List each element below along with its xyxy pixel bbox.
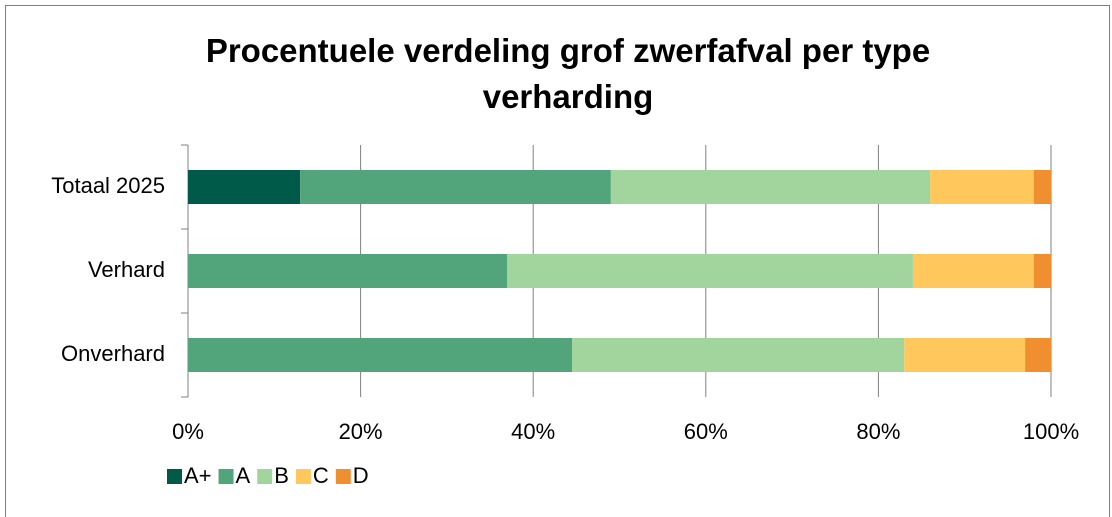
bar-segment	[1033, 170, 1051, 204]
legend-swatch	[295, 469, 311, 484]
y-tick-label: Onverhard	[61, 341, 165, 366]
bar-segment	[912, 254, 1034, 288]
legend-label: D	[353, 463, 369, 488]
y-tick-label: Totaal 2025	[51, 173, 165, 198]
legend-swatch	[257, 469, 273, 484]
bar-segment	[1033, 254, 1051, 288]
legend-label: B	[274, 463, 289, 488]
bar-segment	[507, 254, 913, 288]
bar-segment	[188, 338, 573, 372]
x-tick-label: 40%	[511, 419, 555, 444]
y-tick-label: Verhard	[88, 257, 165, 282]
legend-label: C	[313, 463, 329, 488]
bar-segment	[1025, 338, 1051, 372]
bar-segment	[610, 170, 931, 204]
bar-segment	[904, 338, 1026, 372]
bar-segment	[188, 170, 301, 204]
x-tick-label: 20%	[339, 419, 383, 444]
bar-segment	[930, 170, 1034, 204]
legend-swatch	[167, 469, 182, 484]
x-tick-label: 0%	[172, 419, 204, 444]
bar-segment	[188, 254, 508, 288]
x-tick-label: 100%	[1023, 419, 1079, 444]
x-tick-label: 60%	[684, 419, 728, 444]
x-tick-label: 80%	[856, 419, 900, 444]
legend-swatch	[335, 469, 351, 484]
chart-frame	[5, 5, 1110, 517]
chart-title: Procentuele verdeling grof zwerfafval pe…	[205, 32, 931, 115]
legend-label: A+	[184, 463, 212, 488]
bar-segment	[300, 170, 611, 204]
legend-swatch	[218, 469, 234, 484]
bar-segment	[572, 338, 905, 372]
legend-label: A	[236, 463, 251, 488]
